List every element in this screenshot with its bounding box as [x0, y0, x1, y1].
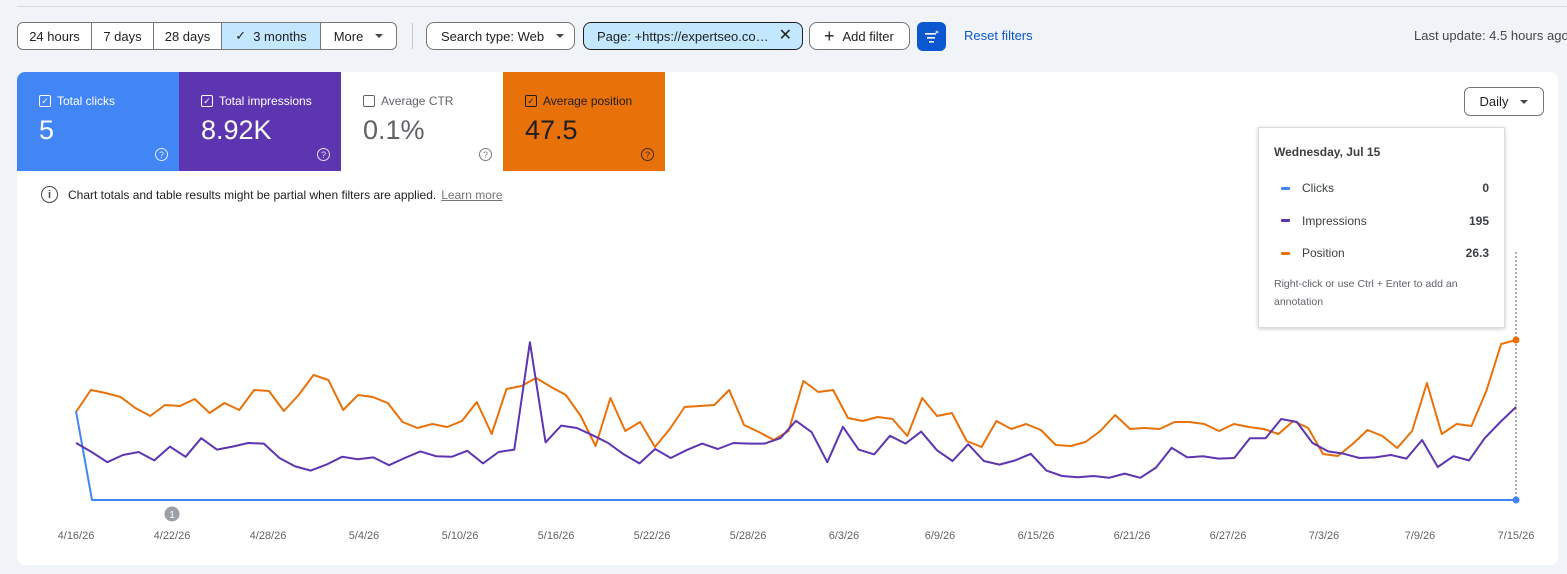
x-tick-label: 6/3/26 [829, 530, 860, 542]
metric-total-impressions[interactable]: ✓ Total impressions 8.92K ? [179, 72, 341, 171]
metric-total-clicks[interactable]: ✓ Total clicks 5 ? [17, 72, 179, 171]
metric-label: Total clicks [57, 94, 116, 108]
tooltip-row-impressions: Impressions 195 [1274, 205, 1489, 238]
checkbox-checked-icon[interactable]: ✓ [525, 95, 537, 107]
notice-text: Chart totals and table results might be … [68, 187, 437, 202]
help-icon[interactable]: ? [317, 148, 330, 161]
plus-icon: + [824, 26, 835, 46]
range-more-button[interactable]: More [321, 23, 396, 49]
page-filter-chip[interactable]: Page: +https://expertseo.co… ✕ [583, 22, 803, 50]
metric-value: 8.92K [201, 115, 272, 145]
checkbox-unchecked-icon[interactable] [363, 95, 375, 107]
reset-filters-link[interactable]: Reset filters [964, 28, 1033, 43]
search-type-chip[interactable]: Search type: Web [426, 22, 575, 50]
tooltip-name: Clicks [1302, 181, 1334, 196]
annotation-marker [164, 506, 180, 522]
x-tick-label: 6/21/26 [1114, 530, 1151, 542]
help-icon[interactable]: ? [641, 148, 654, 161]
filter-bar: 24 hours 7 days 28 days ✓ 3 months More S… [17, 22, 1567, 51]
x-tick-label: 7/9/26 [1405, 530, 1436, 542]
divider [412, 23, 413, 49]
tooltip-value: 26.3 [1465, 246, 1489, 261]
button-label: Add filter [842, 28, 894, 44]
chart-tooltip: Wednesday, Jul 15 Clicks 0 Impressions 195… [1258, 127, 1505, 328]
metric-label: Average position [543, 94, 633, 108]
caret-down-icon [375, 34, 384, 38]
metric-value: 0.1% [363, 115, 425, 145]
series-line-impressions [75, 341, 1517, 479]
tooltip-name: Impressions [1302, 213, 1367, 228]
filter-settings-button[interactable] [917, 22, 946, 51]
tooltip-hint: Right-click or use Ctrl + Enter to add a… [1274, 277, 1458, 308]
series-line-position [75, 339, 1517, 457]
performance-card: ✓ Total clicks 5 ? ✓ Total impressions 8.9… [17, 72, 1558, 565]
range-3-months-button[interactable]: ✓ 3 months [222, 23, 321, 49]
metric-label: Total impressions [219, 94, 312, 108]
x-tick-label: 6/15/26 [1018, 530, 1055, 542]
series-line-clicks [75, 410, 1516, 501]
range-label: 24 hours [29, 28, 80, 44]
tooltip-date: Wednesday, Jul 15 [1274, 145, 1381, 159]
chip-label: Page: +https://expertseo.co… [597, 28, 769, 44]
caret-down-icon [556, 34, 565, 38]
info-icon: i [41, 186, 58, 203]
x-tick-label: 5/28/26 [730, 530, 767, 542]
x-tick-label: 7/15/26 [1498, 530, 1535, 542]
top-divider [17, 6, 1567, 7]
x-tick-label: 6/9/26 [925, 530, 956, 542]
legend-line-icon [1281, 186, 1290, 190]
tooltip-value: 195 [1468, 213, 1489, 228]
range-24-hours-button[interactable]: 24 hours [18, 23, 92, 49]
x-tick-label: 5/22/26 [634, 530, 671, 542]
granularity-dropdown[interactable]: Daily [1464, 87, 1544, 116]
performance-chart[interactable]: 4/16/26 4/22/26 4/28/26 5/4/26 5/10/26 5/16/2… [17, 72, 1558, 565]
metric-average-ctr[interactable]: Average CTR 0.1% ? [341, 72, 503, 171]
last-update-text: Last update: 4.5 hours ago [1414, 28, 1567, 43]
x-tick-label: 6/27/26 [1210, 530, 1247, 542]
checkbox-checked-icon[interactable]: ✓ [39, 95, 51, 107]
x-tick-label: 5/10/26 [442, 530, 479, 542]
metric-average-position[interactable]: ✓ Average position 47.5 ? [503, 72, 665, 171]
tooltip-row-position: Position 26.3 [1274, 237, 1489, 270]
legend-line-icon [1281, 251, 1290, 255]
x-tick-label: 4/22/26 [154, 530, 191, 542]
tooltip-name: Position [1302, 246, 1345, 261]
learn-more-link[interactable]: Learn more [441, 187, 503, 202]
metric-value: 5 [39, 115, 55, 145]
range-28-days-button[interactable]: 28 days [154, 23, 222, 49]
tooltip-row-clicks: Clicks 0 [1274, 172, 1489, 205]
metric-value: 47.5 [525, 115, 578, 145]
range-7-days-button[interactable]: 7 days [92, 23, 154, 49]
help-icon[interactable]: ? [155, 148, 168, 161]
data-point-clicks [1512, 496, 1520, 504]
x-tick-label: 4/28/26 [250, 530, 287, 542]
range-label: More [333, 28, 364, 44]
metric-label: Average CTR [381, 94, 454, 108]
tooltip-value: 0 [1482, 181, 1489, 196]
caret-down-icon [1520, 99, 1529, 104]
chip-label: Search type: Web [441, 28, 545, 44]
check-icon: ✓ [235, 28, 247, 43]
close-icon[interactable]: ✕ [778, 27, 793, 44]
data-point-position [1512, 336, 1520, 344]
date-range-selector: 24 hours 7 days 28 days ✓ 3 months More [17, 22, 397, 50]
range-label: 3 months [253, 28, 307, 44]
help-icon[interactable]: ? [479, 148, 492, 161]
checkbox-checked-icon[interactable]: ✓ [201, 95, 213, 107]
add-filter-button[interactable]: + Add filter [809, 22, 910, 50]
x-tick-label: 5/4/26 [349, 530, 380, 542]
x-tick-label: 5/16/26 [538, 530, 575, 542]
legend-line-icon [1281, 219, 1290, 223]
annotation-label: 1 [169, 510, 175, 521]
partial-data-notice: i Chart totals and table results might b… [41, 186, 503, 203]
x-tick-label: 4/16/26 [58, 530, 95, 542]
range-label: 7 days [103, 28, 142, 44]
filter-list-icon [924, 29, 939, 43]
range-label: 28 days [164, 28, 211, 44]
x-tick-label: 7/3/26 [1309, 530, 1340, 542]
dropdown-value: Daily [1479, 94, 1509, 109]
